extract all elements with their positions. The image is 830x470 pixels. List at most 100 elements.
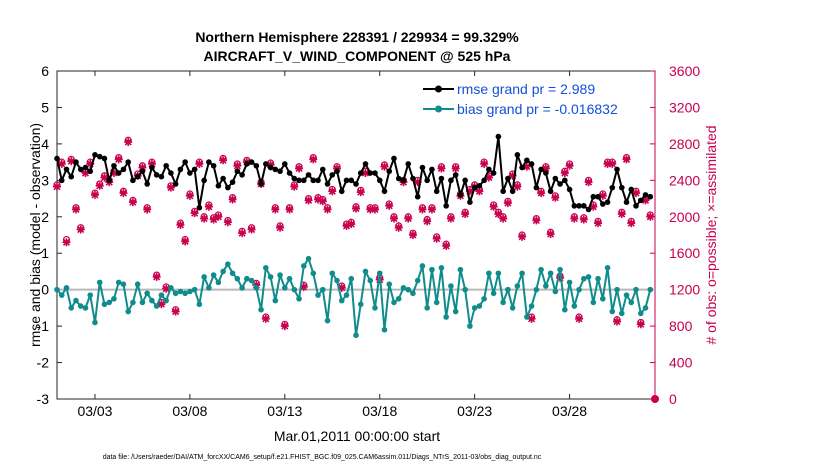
rmse-point — [500, 188, 506, 195]
obs-assimilated-point — [389, 214, 398, 223]
bias-point — [647, 286, 654, 293]
rmse-point — [490, 170, 497, 176]
rmse-point — [486, 166, 492, 173]
bias-point — [201, 274, 207, 280]
obs-assimilated-point — [181, 237, 190, 246]
bias-point — [144, 290, 150, 297]
bias-point — [419, 263, 426, 269]
bias-point — [139, 299, 146, 306]
bias-point — [367, 277, 374, 284]
y-tick-label-left: -3 — [37, 391, 50, 407]
rmse-point — [158, 173, 165, 180]
rmse-point — [452, 172, 459, 178]
bias-point — [310, 270, 317, 277]
rmse-point — [604, 199, 611, 205]
rmse-point — [595, 193, 601, 200]
obs-assimilated-point — [613, 317, 622, 326]
y-tick-label-right: 2800 — [669, 136, 700, 152]
obs-assimilated-point — [323, 205, 332, 214]
obs-assimilated-point — [166, 183, 175, 192]
obs-assimilated-point — [532, 216, 541, 225]
rmse-point — [101, 155, 108, 162]
rmse-point — [562, 177, 568, 184]
rmse-point — [267, 164, 274, 171]
obs-assimilated-point — [404, 214, 413, 223]
rmse-point — [637, 197, 644, 204]
obs-assimilated-point — [185, 191, 194, 200]
bias-point — [177, 288, 184, 295]
rmse-point — [357, 170, 364, 176]
bias-point — [353, 332, 359, 339]
legend-rmse-label: rmse grand pr = 2.989 — [457, 81, 595, 97]
rmse-point — [111, 162, 117, 169]
bias-point — [595, 275, 601, 282]
rmse-point — [63, 166, 70, 173]
bias-point — [433, 299, 440, 306]
rmse-point — [514, 152, 521, 158]
obs-assimilated-point — [499, 214, 508, 223]
obs-assimilated-point — [195, 159, 204, 168]
bias-point — [405, 286, 412, 293]
bias-point — [54, 286, 60, 293]
bias-point — [628, 299, 635, 306]
bias-point — [395, 295, 402, 302]
rmse-point — [220, 175, 226, 182]
rmse-point — [647, 193, 654, 200]
rmse-point — [395, 175, 402, 182]
rmse-point — [543, 170, 549, 176]
rmse-point — [581, 203, 587, 209]
rmse-point — [448, 177, 454, 184]
bias-point — [381, 326, 388, 333]
rmse-point — [319, 166, 326, 173]
y-tick-label-right: 0 — [669, 391, 677, 407]
bias-point — [115, 279, 122, 286]
rmse-point — [343, 177, 350, 184]
rmse-point — [405, 161, 412, 167]
rmse-point — [495, 133, 502, 140]
bias-point — [633, 286, 639, 293]
obs-assimilated-point — [427, 205, 436, 214]
bias-point — [581, 275, 587, 282]
bias-point — [443, 314, 449, 320]
obs-assimilated-point — [646, 212, 655, 221]
bias-point — [438, 265, 445, 271]
rmse-point — [300, 177, 307, 184]
bias-point — [229, 270, 236, 277]
y-axis-label-right: # of obs: o=possible; ×=assimilated — [703, 125, 719, 344]
obs-assimilated-point — [584, 178, 593, 187]
rmse-point — [82, 164, 89, 171]
bias-point — [376, 270, 383, 277]
y-tick-label-left: 1 — [41, 245, 49, 261]
bias-point — [68, 305, 75, 311]
obs-assimilated-point — [370, 205, 379, 214]
obs-assimilated-point — [594, 219, 603, 228]
bias-point — [552, 288, 559, 295]
obs-assimilated-point — [90, 190, 99, 199]
obs-assimilated-point — [489, 202, 498, 211]
y-tick-label-right: 1600 — [669, 245, 700, 261]
rmse-point — [54, 155, 60, 162]
obs-assimilated-point — [432, 234, 441, 243]
rmse-point — [391, 155, 397, 162]
bias-point — [153, 303, 160, 309]
bias-point — [533, 286, 540, 293]
bias-point — [490, 290, 497, 297]
rmse-point — [353, 181, 359, 187]
bias-point — [158, 292, 165, 298]
obs-assimilated-point — [152, 272, 161, 281]
bias-point — [500, 299, 506, 306]
x-tick-label: 03/28 — [552, 403, 587, 419]
bias-point — [357, 301, 364, 308]
rmse-point — [73, 159, 79, 165]
obs-assimilated-point — [290, 182, 299, 191]
bias-point — [481, 295, 487, 302]
y-tick-label-left: -2 — [37, 355, 50, 371]
obs-assimilated-point — [95, 181, 104, 190]
bias-point — [101, 301, 108, 308]
obs-assimilated-point — [546, 230, 555, 239]
bias-point — [234, 275, 241, 282]
bias-point — [196, 301, 203, 308]
obs-assimilated-point — [408, 231, 417, 239]
rmse-point — [376, 177, 383, 184]
bias-point — [495, 270, 502, 277]
